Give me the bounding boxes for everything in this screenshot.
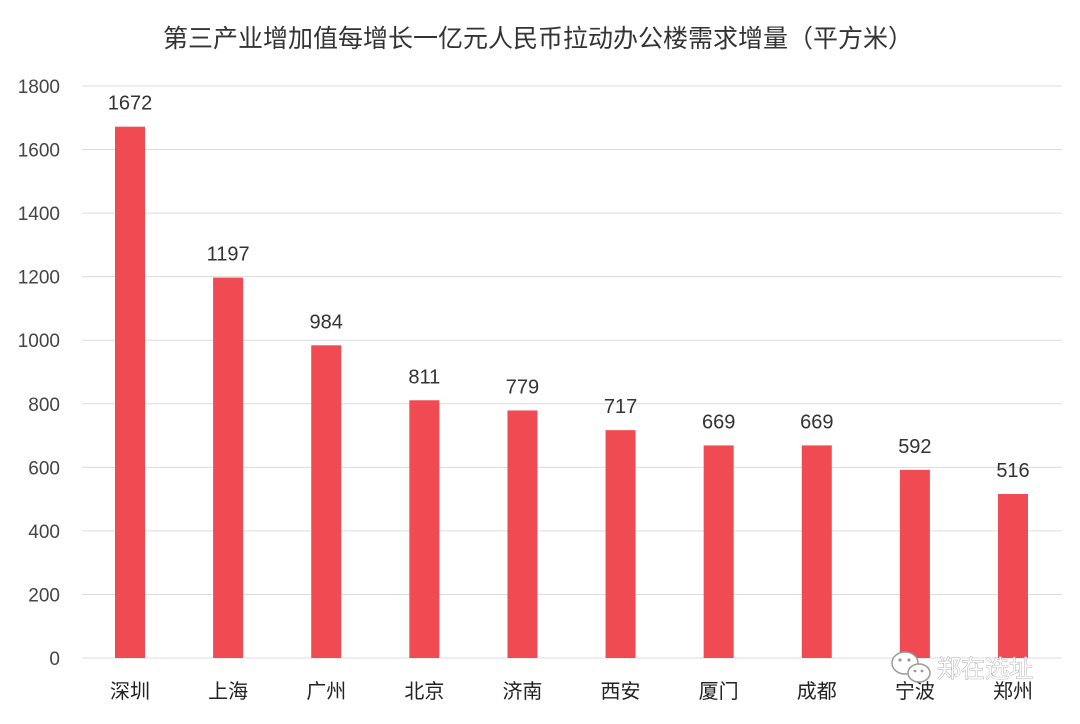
bar xyxy=(409,400,440,658)
data-label: 811 xyxy=(408,366,440,388)
data-label: 516 xyxy=(996,460,1029,482)
x-category-label: 广州 xyxy=(306,679,346,703)
data-label: 1672 xyxy=(108,93,153,115)
bar xyxy=(801,445,832,658)
y-tick-label: 1800 xyxy=(18,77,60,98)
bar xyxy=(605,430,636,658)
data-label: 717 xyxy=(604,396,637,418)
x-category-label: 深圳 xyxy=(110,679,150,703)
y-tick-label: 1400 xyxy=(18,204,60,225)
data-label: 669 xyxy=(702,411,735,433)
x-category-label: 郑州 xyxy=(993,679,1033,703)
data-label: 779 xyxy=(506,376,539,398)
watermark: 郑在选址 xyxy=(891,651,1033,683)
y-tick-label: 600 xyxy=(28,458,60,479)
x-category-label: 厦门 xyxy=(699,679,739,703)
bars xyxy=(115,126,1028,659)
y-tick-label: 200 xyxy=(28,585,60,606)
y-tick-label: 1600 xyxy=(18,141,60,162)
y-tick-label: 800 xyxy=(28,395,60,416)
x-category-label: 宁波 xyxy=(895,679,935,703)
x-category-label: 济南 xyxy=(502,679,542,703)
grid-lines xyxy=(82,85,1062,659)
data-label: 669 xyxy=(800,411,833,433)
wechat-icon xyxy=(891,651,931,683)
y-tick-label: 0 xyxy=(49,649,60,670)
bar xyxy=(507,410,538,658)
y-tick-label: 400 xyxy=(28,522,60,543)
bar xyxy=(213,277,244,658)
bar xyxy=(703,445,734,658)
data-label: 1197 xyxy=(207,244,250,266)
bar xyxy=(311,345,342,658)
x-category-label: 成都 xyxy=(797,679,837,703)
x-category-label: 上海 xyxy=(208,679,248,703)
data-label: 984 xyxy=(310,311,343,333)
y-tick-label: 1000 xyxy=(18,331,60,352)
y-tick-label: 1200 xyxy=(18,268,60,289)
data-labels: 1672 1197 984 811 779 717 669 669 592 516 xyxy=(108,93,1030,482)
bar xyxy=(115,126,145,659)
x-axis: 深圳 上海 广州 北京 济南 西安 厦门 成都 宁波 郑州 xyxy=(110,679,1033,703)
bar xyxy=(998,494,1028,658)
watermark-text: 郑在选址 xyxy=(937,655,1033,683)
y-axis: 0 200 400 600 800 1000 1200 1400 1600 1800 xyxy=(18,77,60,670)
x-category-label: 西安 xyxy=(601,679,641,703)
data-label: 592 xyxy=(898,436,931,458)
chart-title: 第三产业增加值每增长一亿元人民币拉动办公楼需求增量（平方米） xyxy=(163,24,913,53)
bar xyxy=(899,469,930,658)
x-category-label: 北京 xyxy=(404,679,444,703)
